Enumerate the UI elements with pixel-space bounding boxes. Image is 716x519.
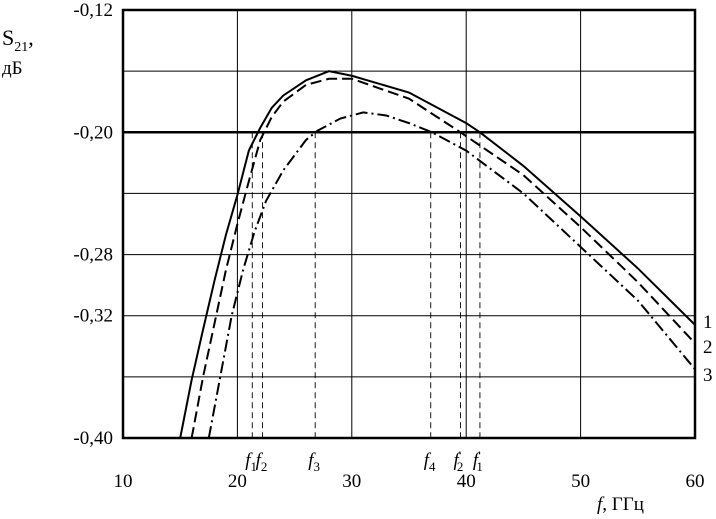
- x-tick-label: 40: [457, 471, 476, 492]
- marker-prime: ': [478, 448, 480, 462]
- y-tick-label: -0,20: [73, 122, 113, 143]
- marker-name: f: [453, 450, 461, 471]
- marker-sub: 2: [457, 459, 464, 474]
- marker-label: f' 1: [473, 448, 483, 474]
- marker-sub: 1: [476, 459, 483, 474]
- marker-sub: 2: [261, 459, 268, 474]
- series-line: [190, 77, 696, 439]
- series-label: 1: [703, 312, 713, 333]
- series-label: 3: [703, 365, 713, 386]
- marker-name: f: [245, 450, 253, 471]
- y-tick-label: -0,32: [73, 306, 113, 327]
- y-axis-label-main: S: [2, 25, 14, 50]
- marker-label: f1: [245, 450, 257, 474]
- marker-prime: ': [459, 448, 461, 462]
- y-axis-label: S21,: [2, 25, 34, 55]
- marker-name: f: [424, 450, 432, 471]
- y-axis-label-rest: ,: [28, 25, 34, 50]
- y-axis-label-sub: 21: [14, 40, 28, 55]
- y-axis-unit: дБ: [2, 58, 23, 79]
- x-tick-label: 60: [686, 471, 705, 492]
- marker-sub: 4: [429, 459, 436, 474]
- series-line: [179, 70, 696, 439]
- x-axis-label: f, ГГц: [597, 494, 644, 515]
- series-line: [207, 111, 696, 439]
- plot-frame: [121, 8, 697, 440]
- x-tick-label: 10: [114, 471, 133, 492]
- series-label: 2: [703, 337, 713, 358]
- marker-sub: 1: [251, 459, 258, 474]
- marker-label: f3: [308, 450, 320, 474]
- marker-name: f: [473, 450, 481, 471]
- y-tick-label: -0,40: [73, 428, 113, 449]
- x-tick-label: 20: [228, 471, 247, 492]
- x-tick-label: 50: [571, 471, 590, 492]
- y-tick-label: -0,28: [73, 245, 113, 266]
- marker-label: f2: [256, 450, 268, 474]
- x-axis-label-rest: , ГГц: [602, 494, 644, 515]
- marker-name: f: [256, 450, 264, 471]
- y-tick-label: -0,12: [73, 0, 113, 21]
- x-tick-label: 30: [342, 471, 361, 492]
- marker-label: f4: [424, 450, 436, 474]
- marker-sub: 3: [313, 459, 320, 474]
- marker-name: f: [308, 450, 316, 471]
- x-axis-label-var: f: [597, 494, 605, 515]
- marker-label: f' 2: [453, 448, 463, 474]
